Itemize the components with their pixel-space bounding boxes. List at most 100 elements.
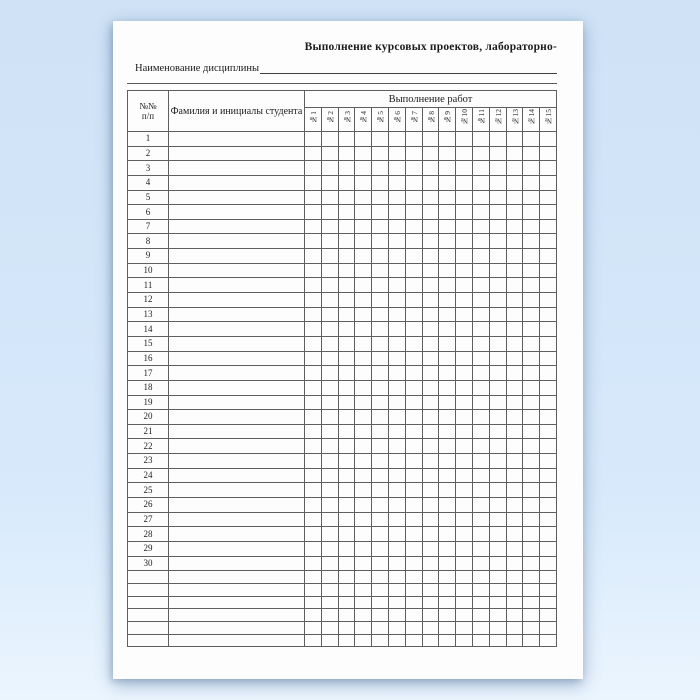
work-mark-cell xyxy=(539,540,557,557)
row-number-cell: 28 xyxy=(127,526,169,542)
work-mark-cell xyxy=(505,350,524,367)
work-mark-cell xyxy=(471,582,490,597)
work-mark-cell xyxy=(438,174,457,191)
work-mark-cell xyxy=(371,277,389,294)
row-number-cell: 6 xyxy=(127,204,169,220)
table-row: 6 xyxy=(127,204,557,220)
work-mark-cell xyxy=(387,633,406,648)
row-number-cell: 30 xyxy=(127,555,169,572)
work-mark-cell xyxy=(304,174,322,191)
student-name-cell xyxy=(168,365,305,381)
work-mark-cell xyxy=(404,409,423,425)
work-mark-cell xyxy=(337,555,356,572)
work-mark-cell xyxy=(522,233,541,250)
work-mark-cell xyxy=(421,633,440,648)
work-mark-cell xyxy=(304,608,322,622)
work-column-label: №5 xyxy=(376,110,386,124)
work-mark-cell xyxy=(471,131,490,147)
work-mark-cell xyxy=(354,218,373,235)
work-mark-cell xyxy=(471,174,490,191)
work-mark-cell xyxy=(438,160,457,176)
work-column-header: №4 xyxy=(354,107,373,132)
work-mark-cell xyxy=(455,394,473,411)
work-mark-cell xyxy=(304,526,322,542)
work-mark-cell xyxy=(337,248,356,264)
work-mark-cell xyxy=(354,174,373,191)
page-title: Выполнение курсовых проектов, лабораторн… xyxy=(304,41,557,53)
work-mark-cell xyxy=(354,633,373,648)
work-mark-cell xyxy=(371,145,389,162)
work-column-header: №15 xyxy=(539,107,557,132)
work-mark-cell xyxy=(421,248,440,264)
work-mark-cell xyxy=(421,582,440,597)
work-mark-cell xyxy=(539,394,557,411)
work-mark-cell xyxy=(539,379,557,396)
work-mark-cell xyxy=(371,365,389,381)
work-mark-cell xyxy=(471,189,490,206)
row-number-cell: 19 xyxy=(127,394,169,411)
work-column-header: №7 xyxy=(404,107,423,132)
work-mark-cell xyxy=(505,511,524,528)
work-mark-cell xyxy=(304,248,322,264)
row-number-cell: 5 xyxy=(127,189,169,206)
work-mark-cell xyxy=(421,350,440,367)
work-mark-cell xyxy=(488,608,507,622)
student-name-cell xyxy=(168,511,305,528)
work-mark-cell xyxy=(337,570,356,584)
work-mark-cell xyxy=(438,233,457,250)
work-mark-cell xyxy=(387,423,406,440)
work-mark-cell xyxy=(539,497,557,513)
work-mark-cell xyxy=(438,248,457,264)
student-name-cell xyxy=(168,423,305,440)
work-mark-cell xyxy=(337,204,356,220)
work-mark-cell xyxy=(371,620,389,635)
work-mark-cell xyxy=(505,379,524,396)
row-number-cell: 3 xyxy=(127,160,169,176)
work-mark-cell xyxy=(522,409,541,425)
row-number-cell: 20 xyxy=(127,409,169,425)
table-row: 9 xyxy=(127,248,557,264)
work-mark-cell xyxy=(320,582,339,597)
work-mark-cell xyxy=(455,350,473,367)
work-mark-cell xyxy=(488,438,507,455)
work-mark-cell xyxy=(421,335,440,352)
work-mark-cell xyxy=(354,350,373,367)
work-mark-cell xyxy=(387,218,406,235)
work-mark-cell xyxy=(387,570,406,584)
work-mark-cell xyxy=(354,335,373,352)
work-mark-cell xyxy=(522,131,541,147)
work-mark-cell xyxy=(304,131,322,147)
work-mark-cell xyxy=(488,233,507,250)
work-mark-cell xyxy=(304,160,322,176)
row-number-cell: 17 xyxy=(127,365,169,381)
student-name-cell xyxy=(168,633,305,648)
work-mark-cell xyxy=(522,277,541,294)
work-mark-cell xyxy=(455,218,473,235)
work-mark-cell xyxy=(455,620,473,635)
work-mark-cell xyxy=(304,189,322,206)
work-mark-cell xyxy=(471,633,490,648)
work-mark-cell xyxy=(404,306,423,323)
work-mark-cell xyxy=(320,350,339,367)
table-row: 12 xyxy=(127,292,557,308)
work-mark-cell xyxy=(539,233,557,250)
work-mark-cell xyxy=(505,394,524,411)
work-mark-cell xyxy=(421,438,440,455)
work-mark-cell xyxy=(320,526,339,542)
work-mark-cell xyxy=(471,321,490,337)
work-mark-cell xyxy=(304,335,322,352)
work-mark-cell xyxy=(438,453,457,469)
student-name-cell xyxy=(168,189,305,206)
work-mark-cell xyxy=(488,633,507,648)
work-mark-cell xyxy=(438,306,457,323)
work-mark-cell xyxy=(304,365,322,381)
work-mark-cell xyxy=(354,467,373,484)
work-column-label: №8 xyxy=(426,110,436,124)
work-mark-cell xyxy=(354,145,373,162)
work-mark-cell xyxy=(471,379,490,396)
work-mark-cell xyxy=(471,233,490,250)
work-mark-cell xyxy=(304,350,322,367)
work-mark-cell xyxy=(522,174,541,191)
work-mark-cell xyxy=(320,438,339,455)
work-mark-cell xyxy=(320,511,339,528)
